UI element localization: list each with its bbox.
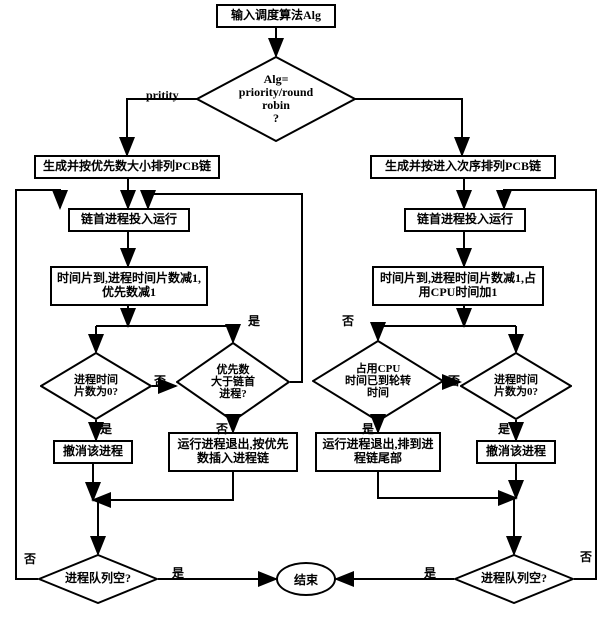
lbl-yes-cpu: 是 — [362, 420, 374, 437]
lbl-no-emptyL: 否 — [24, 550, 36, 567]
tick-left-box: 时间片到,进程时间片数减1,优先数减1 — [50, 266, 208, 306]
alg-decision-text: Alg= priority/round robin ? — [239, 73, 313, 126]
run-left-box: 链首进程投入运行 — [68, 208, 190, 232]
lbl-no-prio: 否 — [216, 420, 228, 437]
emptyL-text: 进程队列空? — [65, 572, 131, 585]
cpu-text: 占用CPU 时间已到轮转 时间 — [345, 363, 411, 399]
reinsert-text: 运行进程退出,按优先数插入进程链 — [173, 438, 293, 466]
run-right-box: 链首进程投入运行 — [404, 208, 526, 232]
lbl-no-sliceL: 否 — [154, 372, 166, 389]
lbl-no-cpu: 否 — [448, 372, 460, 389]
start-box: 输入调度算法Alg — [216, 4, 336, 28]
sliceR-text: 进程时间 片数为0? — [494, 374, 538, 398]
reinsert-box: 运行进程退出,按优先数插入进程链 — [168, 432, 298, 472]
lbl-yes-sliceL: 是 — [100, 420, 112, 437]
end-text: 结束 — [294, 571, 318, 588]
emptyL-decision: 进程队列空? — [38, 554, 158, 604]
tick-left-text: 时间片到,进程时间片数减1,优先数减1 — [55, 272, 203, 300]
prio-decision: 优先数 大于链首 进程? — [176, 342, 290, 422]
emptyR-decision: 进程队列空? — [454, 554, 574, 604]
gen-right-text: 生成并按进入次序排列PCB链 — [385, 160, 541, 174]
cpu-decision: 占用CPU 时间已到轮转 时间 — [312, 340, 444, 422]
cancel-left-text: 撤消该进程 — [63, 445, 123, 459]
prio-text: 优先数 大于链首 进程? — [211, 364, 255, 400]
sliceR-decision: 进程时间 片数为0? — [460, 352, 572, 420]
run-left-text: 链首进程投入运行 — [81, 213, 177, 227]
gen-left-box: 生成并按优先数大小排列PCB链 — [34, 155, 220, 179]
lbl-pritity: pritity — [146, 88, 179, 103]
gen-right-box: 生成并按进入次序排列PCB链 — [370, 155, 556, 179]
sliceL-text: 进程时间 片数为0? — [74, 374, 118, 398]
gen-left-text: 生成并按优先数大小排列PCB链 — [43, 160, 211, 174]
tick-right-box: 时间片到,进程时间片数减1,占用CPU时间加1 — [372, 266, 544, 306]
alg-decision: Alg= priority/round robin ? — [196, 56, 356, 142]
lbl-yes-1: 是 — [248, 312, 260, 329]
run-right-text: 链首进程投入运行 — [417, 213, 513, 227]
lbl-yes-emptyR: 是 — [424, 564, 436, 581]
cancel-left-box: 撤消该进程 — [53, 440, 133, 464]
lbl-yes-emptyL: 是 — [172, 564, 184, 581]
end-terminal: 结束 — [276, 562, 336, 596]
tail-right-text: 运行进程退出,排到进程链尾部 — [320, 438, 436, 466]
cancel-right-box: 撤消该进程 — [476, 440, 556, 464]
lbl-yes-sliceR: 是 — [498, 420, 510, 437]
lbl-no-1: 否 — [342, 312, 354, 329]
tail-right-box: 运行进程退出,排到进程链尾部 — [315, 432, 441, 472]
emptyR-text: 进程队列空? — [481, 572, 547, 585]
tick-right-text: 时间片到,进程时间片数减1,占用CPU时间加1 — [377, 272, 539, 300]
cancel-right-text: 撤消该进程 — [486, 445, 546, 459]
sliceL-decision: 进程时间 片数为0? — [40, 352, 152, 420]
start-text: 输入调度算法Alg — [231, 9, 321, 23]
lbl-no-emptyR: 否 — [580, 548, 592, 565]
